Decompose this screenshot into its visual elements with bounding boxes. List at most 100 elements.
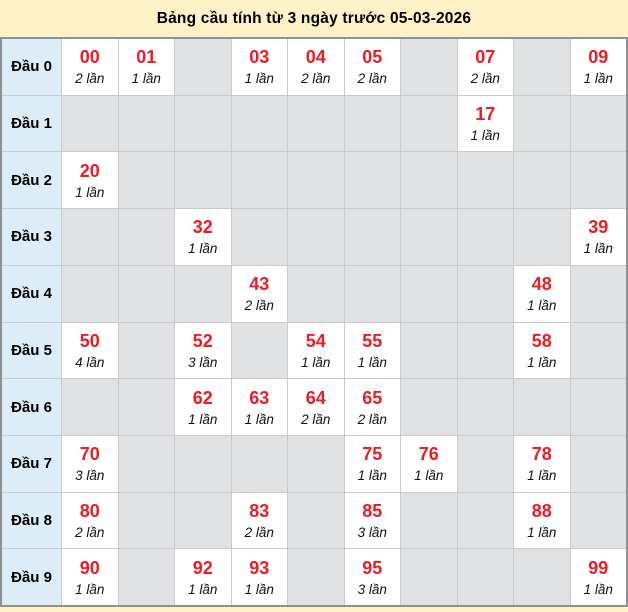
cell-count: 2 lần (357, 71, 387, 87)
number-cell: 07 2 lần (457, 39, 513, 95)
number-cell: 00 2 lần (62, 39, 118, 95)
number-cell: 75 1 lần (344, 435, 400, 492)
cell-number: 78 (531, 444, 552, 465)
number-cell: 04 2 lần (288, 39, 344, 95)
cell-count: 1 lần (244, 71, 274, 87)
empty-cell (62, 265, 118, 322)
empty-cell (118, 209, 174, 265)
cell-count: 1 lần (470, 128, 500, 144)
empty-cell (457, 265, 513, 322)
row-label: Đầu 9 (2, 549, 61, 605)
cell-count: 1 lần (357, 468, 387, 484)
cell-number: 00 (79, 47, 100, 68)
row-label: Đầu 1 (2, 95, 61, 152)
empty-cell (231, 322, 287, 379)
empty-cell (118, 152, 174, 209)
cell-number: 64 (305, 387, 326, 408)
cell-count: 1 lần (244, 581, 274, 597)
cell-count: 1 lần (301, 354, 331, 370)
cell-count: 1 lần (527, 298, 557, 314)
empty-cell (231, 209, 287, 265)
empty-cell (175, 152, 231, 209)
cell-number: 76 (418, 444, 439, 465)
empty-cell (514, 379, 570, 435)
cell-count: 1 lần (131, 71, 161, 87)
empty-cell (288, 492, 344, 549)
empty-cell (288, 152, 344, 209)
cell-number: 85 (362, 500, 383, 521)
number-cell: 99 1 lần (570, 549, 626, 605)
cell-number: 92 (192, 557, 213, 578)
empty-cell (457, 209, 513, 265)
cell-number: 88 (531, 500, 552, 521)
cell-number: 58 (531, 330, 552, 351)
cell-count: 1 lần (583, 581, 613, 597)
cell-count: 2 lần (244, 524, 274, 540)
empty-cell (401, 39, 457, 95)
row-label: Đầu 3 (2, 209, 61, 265)
number-cell: 48 1 lần (514, 265, 570, 322)
empty-cell (231, 95, 287, 152)
table-header: Bảng cầu tính từ 3 ngày trước 05-03-2026 (0, 0, 628, 37)
row-label: Đầu 2 (2, 152, 61, 209)
cell-count: 1 lần (583, 71, 613, 87)
cell-count: 1 lần (244, 411, 274, 427)
cell-number: 54 (305, 330, 326, 351)
number-cell: 52 3 lần (175, 322, 231, 379)
number-cell: 58 1 lần (514, 322, 570, 379)
empty-cell (457, 152, 513, 209)
empty-cell (457, 435, 513, 492)
cell-number: 99 (588, 557, 609, 578)
empty-cell (401, 492, 457, 549)
empty-cell (118, 435, 174, 492)
empty-cell (570, 95, 626, 152)
empty-cell (570, 435, 626, 492)
cell-number: 63 (249, 387, 270, 408)
cell-number: 55 (362, 330, 383, 351)
empty-cell (457, 322, 513, 379)
cell-number: 80 (79, 500, 100, 521)
empty-cell (118, 549, 174, 605)
empty-cell (118, 95, 174, 152)
empty-cell (570, 379, 626, 435)
number-cell: 93 1 lần (231, 549, 287, 605)
empty-cell (344, 95, 400, 152)
empty-cell (401, 379, 457, 435)
cell-number: 90 (79, 557, 100, 578)
cell-count: 1 lần (75, 581, 105, 597)
number-cell: 05 2 lần (344, 39, 400, 95)
number-cell: 95 3 lần (344, 549, 400, 605)
empty-cell (514, 549, 570, 605)
cell-number: 03 (249, 47, 270, 68)
cell-count: 2 lần (301, 71, 331, 87)
empty-cell (175, 95, 231, 152)
empty-cell (401, 95, 457, 152)
cell-count: 2 lần (244, 298, 274, 314)
row-label: Đầu 5 (2, 322, 61, 379)
cell-number: 62 (192, 387, 213, 408)
cell-number: 48 (531, 274, 552, 295)
empty-cell (457, 549, 513, 605)
number-cell: 92 1 lần (175, 549, 231, 605)
number-cell: 62 1 lần (175, 379, 231, 435)
cell-number: 52 (192, 330, 213, 351)
cell-number: 83 (249, 500, 270, 521)
empty-cell (514, 152, 570, 209)
empty-cell (457, 492, 513, 549)
cell-count: 1 lần (527, 524, 557, 540)
empty-cell (175, 435, 231, 492)
empty-cell (401, 322, 457, 379)
cell-count: 1 lần (527, 468, 557, 484)
empty-cell (570, 152, 626, 209)
cell-number: 05 (362, 47, 383, 68)
cell-number: 70 (79, 444, 100, 465)
number-cell: 50 4 lần (62, 322, 118, 379)
number-cell: 76 1 lần (401, 435, 457, 492)
cell-count: 2 lần (75, 71, 105, 87)
empty-cell (344, 265, 400, 322)
cell-number: 20 (79, 160, 100, 181)
empty-cell (175, 265, 231, 322)
empty-cell (231, 435, 287, 492)
cell-number: 09 (588, 47, 609, 68)
empty-cell (457, 379, 513, 435)
